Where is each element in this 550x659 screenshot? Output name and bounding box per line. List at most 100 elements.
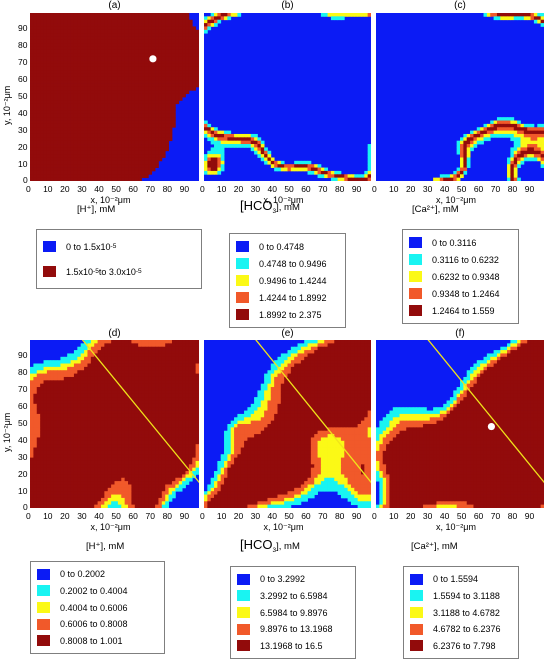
heatmap-cell <box>47 13 51 17</box>
heatmap-cell <box>165 144 169 148</box>
heatmap-cell <box>67 357 71 361</box>
heatmap-cell <box>148 90 152 94</box>
heatmap-cell <box>211 147 215 151</box>
heatmap-cell <box>33 380 37 384</box>
heatmap-cell <box>111 107 115 111</box>
heatmap-cell <box>40 104 44 108</box>
heatmap-cell <box>165 411 169 415</box>
heatmap-cell <box>457 168 461 172</box>
heatmap-cell <box>507 124 511 128</box>
heatmap-cell <box>241 141 245 145</box>
heatmap-cell <box>274 168 278 172</box>
heatmap-cell <box>138 90 142 94</box>
heatmap-cell <box>60 77 64 81</box>
heatmap-cell <box>165 394 169 398</box>
heatmap-cell <box>135 174 139 178</box>
heatmap-cell <box>138 114 142 118</box>
heatmap-cell <box>128 461 132 465</box>
heatmap-cell <box>50 370 54 374</box>
heatmap-cell <box>192 37 196 41</box>
heatmap-cell <box>125 387 129 391</box>
heatmap-cell <box>214 147 218 151</box>
heatmap-cell <box>71 374 75 378</box>
heatmap-cell <box>138 421 142 425</box>
heatmap-cell <box>128 144 132 148</box>
heatmap-cell <box>162 144 166 148</box>
heatmap-cell <box>196 374 199 378</box>
heatmap-cell <box>189 353 193 357</box>
heatmap-cell <box>192 404 196 408</box>
heatmap-cell <box>125 444 129 448</box>
heatmap-cell <box>135 387 139 391</box>
heatmap-cell <box>44 73 48 77</box>
heatmap-cell <box>71 117 75 121</box>
heatmap-cell <box>104 350 108 354</box>
heatmap-cell <box>520 13 524 17</box>
heatmap-cell <box>77 124 81 128</box>
heatmap-cell <box>54 30 58 34</box>
heatmap-cell <box>98 397 102 401</box>
heatmap-cell <box>104 53 108 57</box>
heatmap-cell <box>148 340 152 344</box>
heatmap-cell <box>504 134 508 138</box>
heatmap-cell <box>60 431 64 435</box>
heatmap-cell <box>182 437 186 441</box>
heatmap-cell <box>196 77 199 81</box>
heatmap-cell <box>81 174 85 178</box>
heatmap-cell <box>57 134 61 138</box>
heatmap-cell <box>98 481 102 485</box>
heatmap-cell <box>121 357 125 361</box>
heatmap-cell <box>33 178 37 181</box>
heatmap-cell <box>162 370 166 374</box>
heatmap-cell <box>94 394 98 398</box>
heatmap-cell <box>487 13 491 17</box>
heatmap-cell <box>128 16 132 20</box>
heatmap-cell <box>131 80 135 84</box>
heatmap-cell <box>527 137 531 141</box>
heatmap-cell <box>165 26 169 30</box>
heatmap-cell <box>74 37 78 41</box>
heatmap-cell <box>524 147 528 151</box>
heatmap-cell <box>57 50 61 54</box>
heatmap-cell <box>98 114 102 118</box>
heatmap-cell <box>537 16 541 20</box>
heatmap-cell <box>47 424 51 428</box>
heatmap-cell <box>40 30 44 34</box>
heatmap-cell <box>33 80 37 84</box>
heatmap-cell <box>155 13 159 17</box>
heatmap-cell <box>152 431 156 435</box>
heatmap-cell <box>196 454 199 458</box>
heatmap-cell <box>71 151 75 155</box>
heatmap-cell <box>172 454 176 458</box>
heatmap-cell <box>64 444 68 448</box>
heatmap-cell <box>64 30 68 34</box>
heatmap-cell <box>104 47 108 51</box>
legend-text: 0.4748 to 0.9496 <box>259 259 327 269</box>
heatmap-cell <box>115 350 119 354</box>
heatmap-cell <box>142 87 146 91</box>
heatmap-cell <box>81 481 85 485</box>
heatmap-cell <box>165 474 169 478</box>
heatmap-cell <box>60 50 64 54</box>
heatmap-cell <box>128 424 132 428</box>
heatmap-cell <box>128 73 132 77</box>
heatmap-cell <box>33 478 37 482</box>
heatmap-cell <box>50 374 54 378</box>
heatmap-cell <box>74 110 78 114</box>
heatmap-cell <box>192 394 196 398</box>
heatmap-cell <box>87 353 91 357</box>
heatmap-cell <box>50 411 54 415</box>
heatmap-cell <box>84 94 88 98</box>
heatmap-cell <box>115 94 119 98</box>
heatmap-cell <box>314 164 318 168</box>
heatmap-cell <box>460 171 464 175</box>
heatmap-cell <box>44 474 48 478</box>
heatmap-cell <box>98 178 102 181</box>
heatmap-cell <box>104 87 108 91</box>
heatmap-cell <box>30 377 34 381</box>
heatmap-cell <box>64 26 68 30</box>
heatmap-cell <box>74 357 78 361</box>
heatmap-cell <box>185 377 189 381</box>
heatmap-cell <box>67 474 71 478</box>
heatmap-cell <box>169 424 173 428</box>
